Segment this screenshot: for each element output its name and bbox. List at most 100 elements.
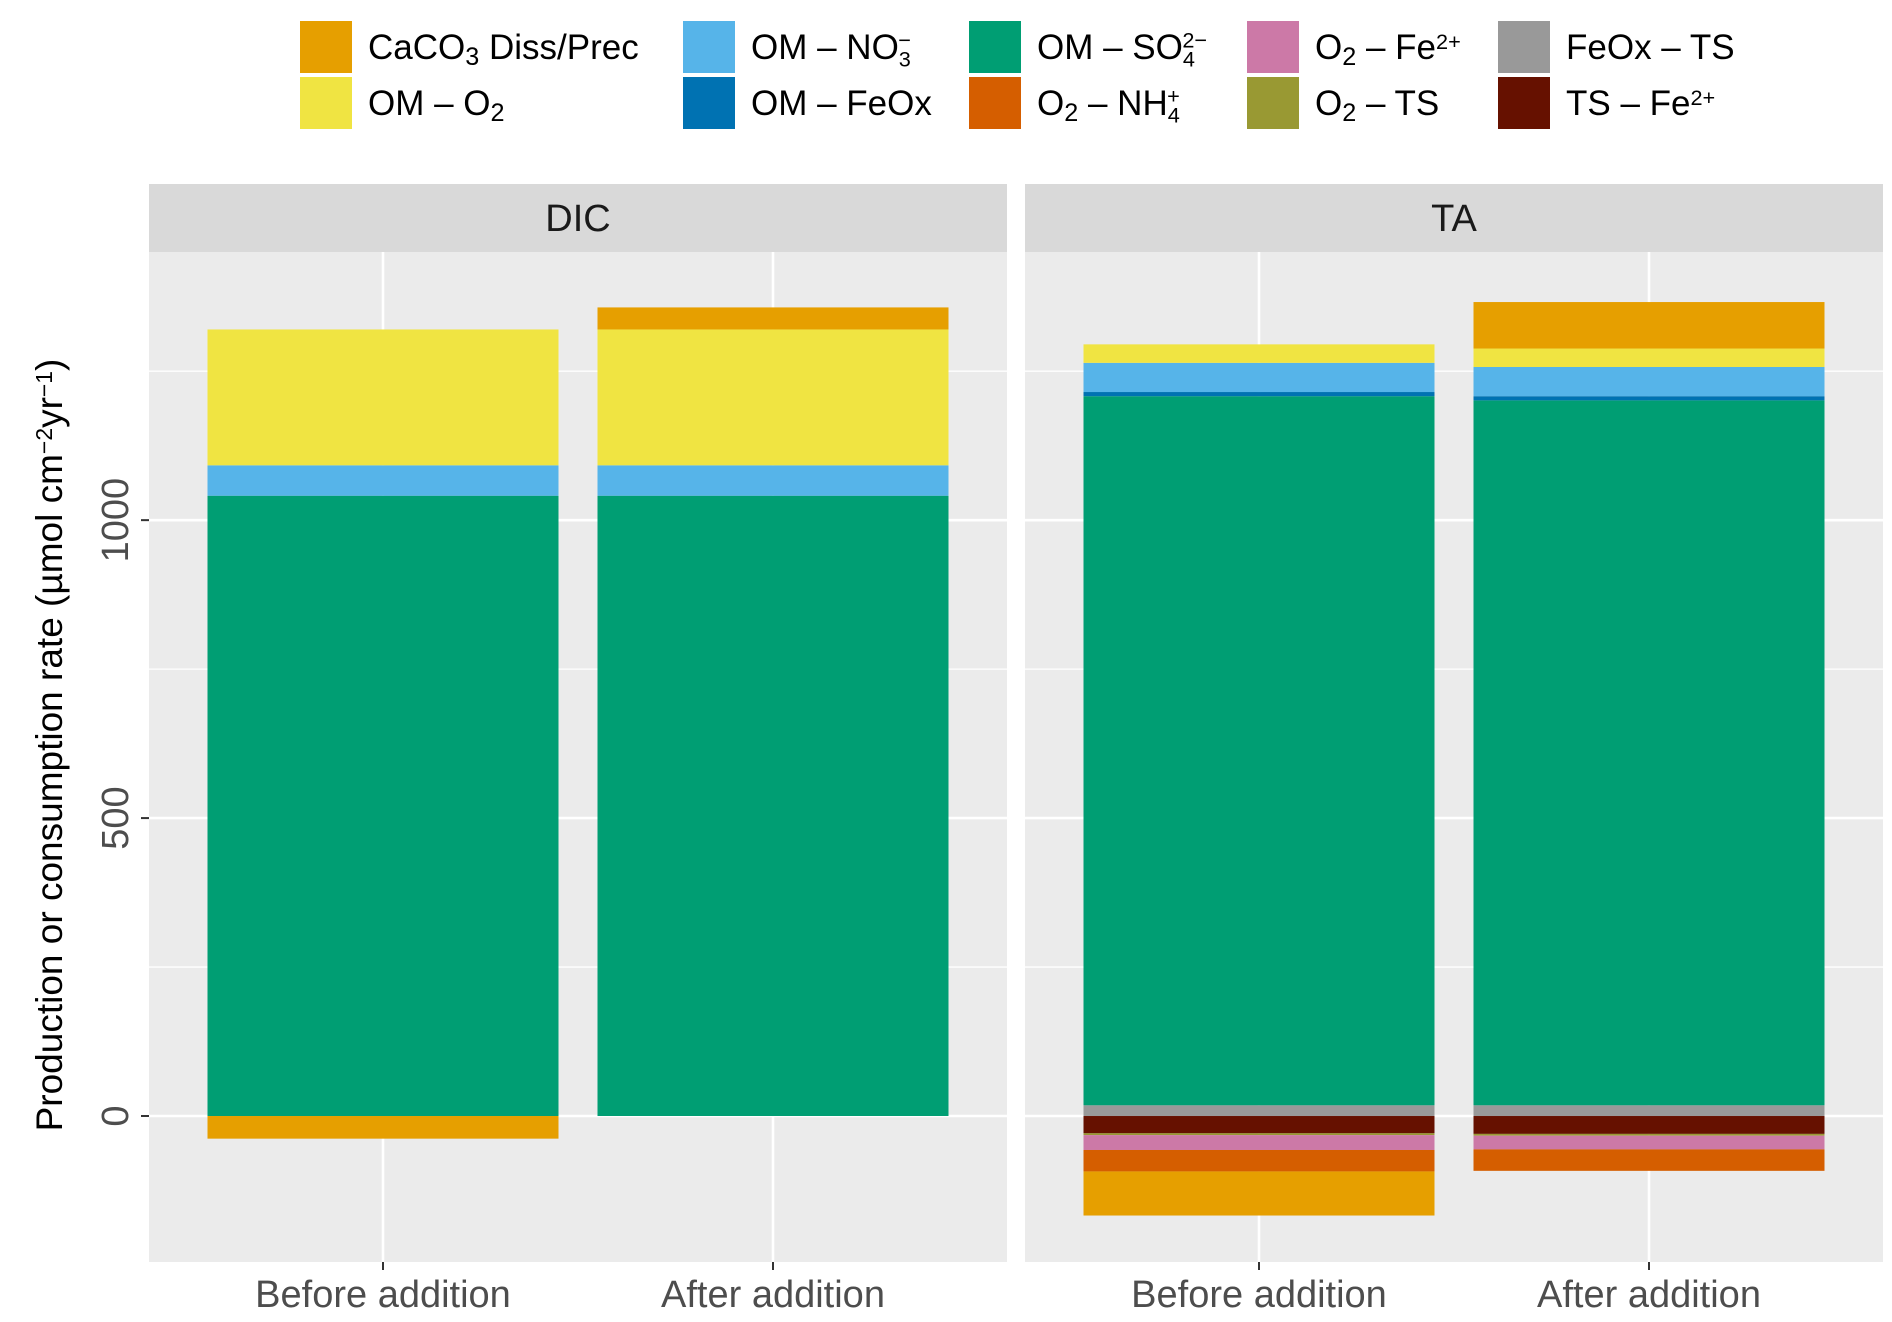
- label-superscript: −1: [31, 371, 57, 397]
- legend-item: OM – FeOx: [683, 77, 932, 129]
- x-tick-label: After addition: [661, 1274, 885, 1316]
- legend-key: [1498, 77, 1550, 129]
- legend-label: FeOx – TS: [1566, 28, 1735, 67]
- label-superscript: −2: [31, 428, 57, 454]
- legend-item: OM – SO42−: [969, 21, 1207, 73]
- label-superscript: 2−: [1182, 27, 1207, 52]
- legend-key: [1498, 21, 1550, 73]
- label-superscript: 2+: [1690, 85, 1715, 110]
- bar-segment: [1473, 367, 1825, 397]
- label-text: Diss/Prec: [479, 28, 638, 67]
- label-subscript: 4: [1183, 47, 1195, 72]
- label-subscript: 3: [899, 47, 911, 72]
- legend-key: [1247, 21, 1299, 73]
- label-superscript: 2+: [1436, 29, 1461, 54]
- bar-segment: [1473, 400, 1825, 1106]
- label-text: yr: [29, 397, 70, 428]
- label-subscript: 3: [465, 43, 479, 71]
- bar-segment: [1083, 1135, 1435, 1150]
- bar-segment: [1083, 1105, 1435, 1117]
- bar-segment: [207, 465, 559, 496]
- legend-label: O2​ – Fe2+​: [1315, 28, 1461, 71]
- y-tick-label: 500: [95, 786, 137, 849]
- panel-ta: TA Before addition After addition: [1025, 184, 1883, 1316]
- y-axis-title: Production or consumption rate (µmol cm−…: [29, 359, 70, 1132]
- bar-segment: [597, 465, 949, 496]
- legend-item: O2​ – NH4+: [969, 77, 1180, 129]
- label-text: O: [1037, 84, 1064, 123]
- bar-segment: [597, 307, 949, 330]
- bar-segment: [1473, 1133, 1825, 1136]
- legend-key: [300, 21, 352, 73]
- label-text: OM – FeOx: [751, 84, 932, 123]
- bar-segment: [1473, 348, 1825, 368]
- legend-key: [300, 77, 352, 129]
- legend-item: CaCO3​ Diss/Prec: [300, 21, 639, 73]
- legend-key: [683, 77, 735, 129]
- bar-segment: [1083, 1116, 1435, 1134]
- label-text: – NH: [1078, 84, 1167, 123]
- bar-segment: [207, 329, 559, 466]
- legend-item: TS – Fe2+​: [1498, 77, 1715, 129]
- bar-segment: [1473, 1105, 1825, 1117]
- label-text: OM – O: [368, 84, 491, 123]
- legend-label: OM – FeOx: [751, 84, 932, 123]
- legend-item: O2​ – TS: [1247, 77, 1439, 129]
- label-subscript: 4: [1168, 103, 1180, 128]
- bar-segment: [1083, 392, 1435, 397]
- legend-label: O2​ – TS: [1315, 84, 1439, 127]
- label-text: O: [1315, 28, 1342, 67]
- bar-segment: [1473, 302, 1825, 349]
- panel-strip: [149, 184, 1007, 252]
- legend-key: [969, 77, 1021, 129]
- legend-key: [1247, 77, 1299, 129]
- label-text: FeOx – TS: [1566, 28, 1735, 67]
- legend-label: O2​ – NH4+: [1037, 83, 1180, 127]
- bar-segment: [1083, 362, 1435, 393]
- label-text: – Fe: [1356, 28, 1436, 67]
- legend-item: O2​ – Fe2+​: [1247, 21, 1461, 73]
- label-subscript: 2: [1342, 43, 1356, 71]
- panels: DIC Before addition After addition TA Before…: [149, 184, 1883, 1316]
- label-text: – TS: [1356, 84, 1439, 123]
- label-text: CaCO: [368, 28, 465, 67]
- bar-segment: [1473, 396, 1825, 401]
- legend-key: [969, 21, 1021, 73]
- legend-item: OM – NO3−: [683, 21, 911, 73]
- bar-segment: [1083, 344, 1435, 363]
- label-text: OM – SO: [1037, 28, 1183, 67]
- bar-segment: [597, 329, 949, 466]
- legend-key: [683, 21, 735, 73]
- label-text: ): [29, 359, 70, 371]
- label-subscript: 2: [491, 99, 505, 127]
- x-tick-label: After addition: [1537, 1274, 1761, 1316]
- legend-label: OM – NO3−: [751, 27, 911, 71]
- label-superscript: +: [1167, 83, 1180, 108]
- x-tick-label: Before addition: [255, 1274, 511, 1316]
- panel-title: DIC: [545, 198, 610, 240]
- legend-label: OM – SO42−: [1037, 27, 1207, 71]
- legend-item: FeOx – TS: [1498, 21, 1735, 73]
- bar-segment: [1473, 1135, 1825, 1150]
- y-tick-label: 1000: [95, 478, 137, 563]
- label-subscript: 2: [1342, 99, 1356, 127]
- label-text: OM – NO: [751, 28, 899, 67]
- legend-item: OM – O2​: [300, 77, 505, 129]
- label-subscript: 2: [1064, 99, 1078, 127]
- legend-label: CaCO3​ Diss/Prec: [368, 28, 639, 71]
- x-tick-label: Before addition: [1131, 1274, 1387, 1316]
- label-text: TS – Fe: [1566, 84, 1690, 123]
- bar-segment: [207, 1116, 559, 1139]
- bar-segment: [597, 495, 949, 1117]
- bar-segment: [1473, 1116, 1825, 1134]
- y-tick-label: 0: [95, 1105, 137, 1126]
- label-superscript: −: [898, 27, 911, 52]
- bar-segment: [1083, 1133, 1435, 1136]
- panel-strip: [1025, 184, 1883, 252]
- bar-segment: [1083, 1149, 1435, 1172]
- legend-label: OM – O2​: [368, 84, 505, 127]
- bar-segment: [1083, 396, 1435, 1106]
- panel-title: TA: [1431, 198, 1477, 240]
